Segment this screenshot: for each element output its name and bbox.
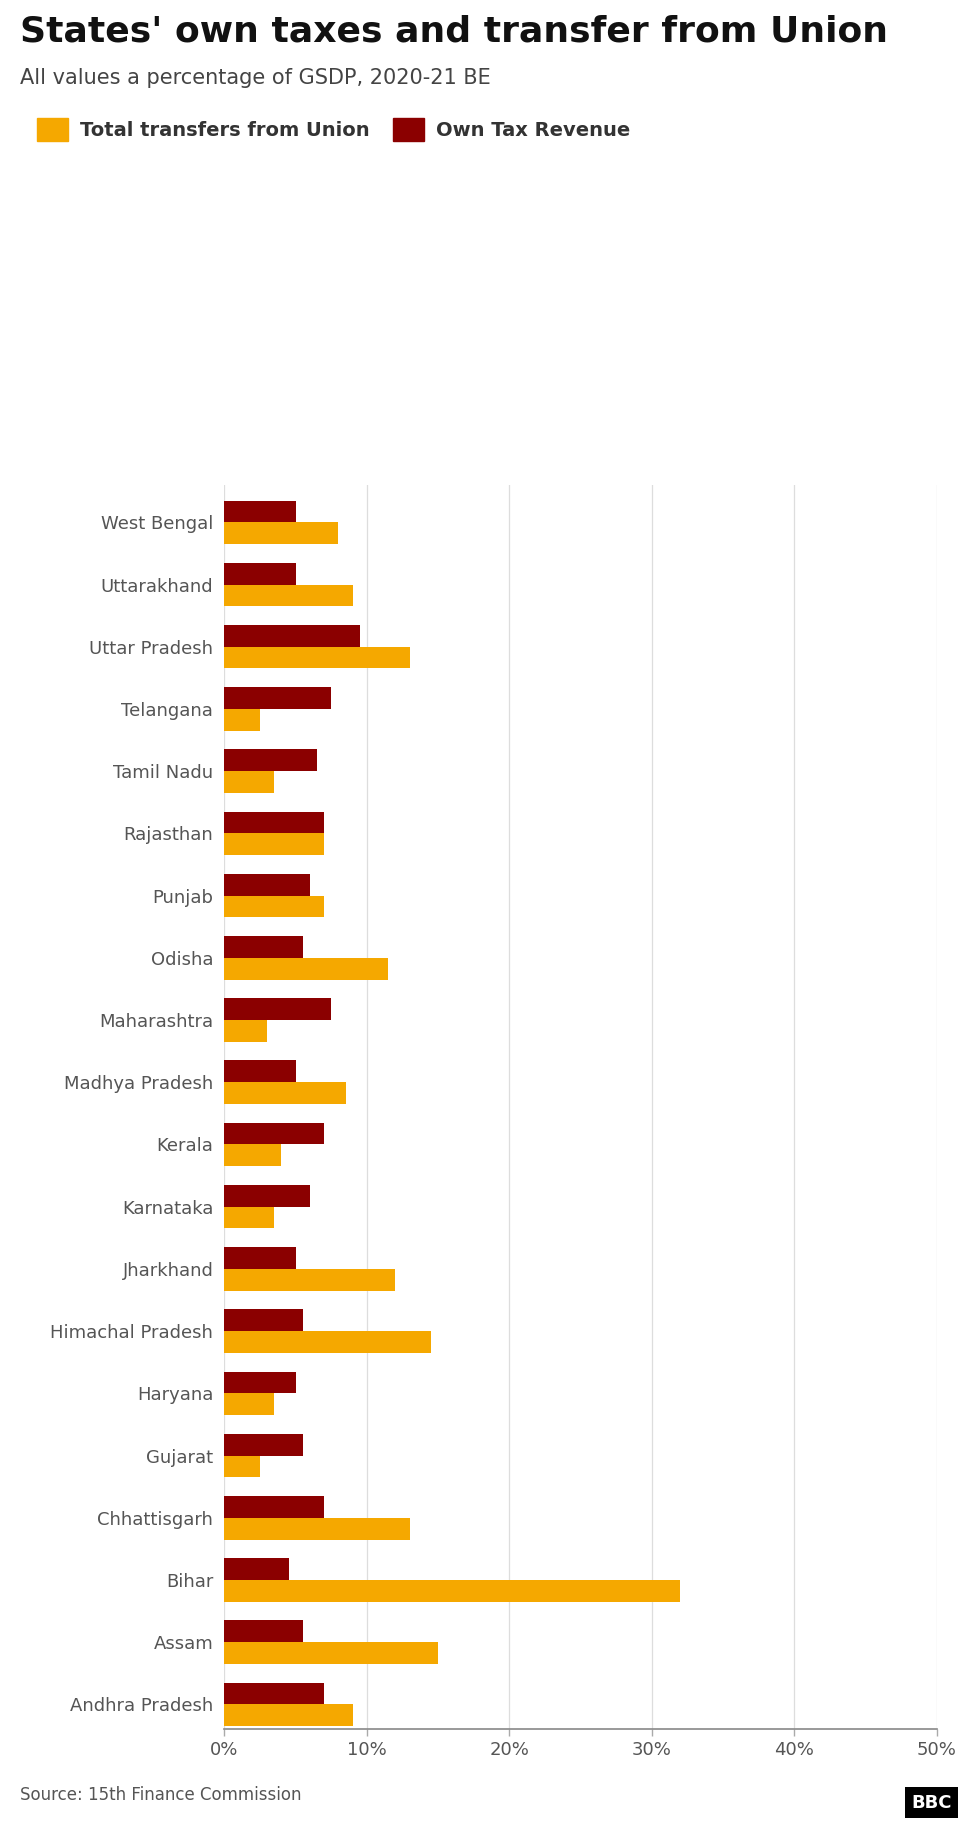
Bar	[224, 833, 324, 855]
Bar	[224, 522, 339, 544]
Bar	[224, 1579, 680, 1601]
Bar	[224, 895, 324, 917]
Bar	[224, 1186, 310, 1206]
Bar	[224, 500, 296, 522]
Bar	[224, 1517, 410, 1539]
Bar	[224, 1393, 274, 1415]
Bar	[224, 935, 303, 957]
Bar	[224, 646, 410, 668]
Bar	[224, 1372, 296, 1393]
Bar	[224, 1248, 296, 1268]
Text: BBC: BBC	[912, 1793, 952, 1812]
Text: Source: 15th Finance Commission: Source: 15th Finance Commission	[20, 1786, 301, 1804]
Bar	[224, 1060, 296, 1082]
Bar	[224, 999, 332, 1019]
Bar	[224, 1268, 395, 1290]
Bar	[224, 750, 317, 770]
Bar	[224, 1082, 346, 1103]
Bar	[224, 1455, 261, 1477]
Legend: Total transfers from Union, Own Tax Revenue: Total transfers from Union, Own Tax Reve…	[29, 110, 637, 148]
Bar	[224, 1684, 324, 1704]
Bar	[224, 1144, 281, 1166]
Bar	[224, 1122, 324, 1144]
Bar	[224, 813, 324, 833]
Bar	[224, 1206, 274, 1228]
Text: States' own taxes and transfer from Union: States' own taxes and transfer from Unio…	[20, 15, 887, 49]
Bar	[224, 1435, 303, 1455]
Bar	[224, 1497, 324, 1517]
Bar	[224, 564, 296, 584]
Bar	[224, 1019, 267, 1041]
Bar	[224, 770, 274, 792]
Bar	[224, 1704, 352, 1726]
Bar	[224, 624, 360, 646]
Bar	[224, 584, 352, 606]
Text: All values a percentage of GSDP, 2020-21 BE: All values a percentage of GSDP, 2020-21…	[20, 68, 490, 88]
Bar	[224, 1330, 431, 1352]
Bar	[224, 1310, 303, 1330]
Bar	[224, 875, 310, 895]
Bar	[224, 708, 261, 730]
Bar	[224, 1557, 289, 1579]
Bar	[224, 957, 388, 979]
Bar	[224, 686, 332, 708]
Bar	[224, 1621, 303, 1642]
Bar	[224, 1642, 438, 1663]
